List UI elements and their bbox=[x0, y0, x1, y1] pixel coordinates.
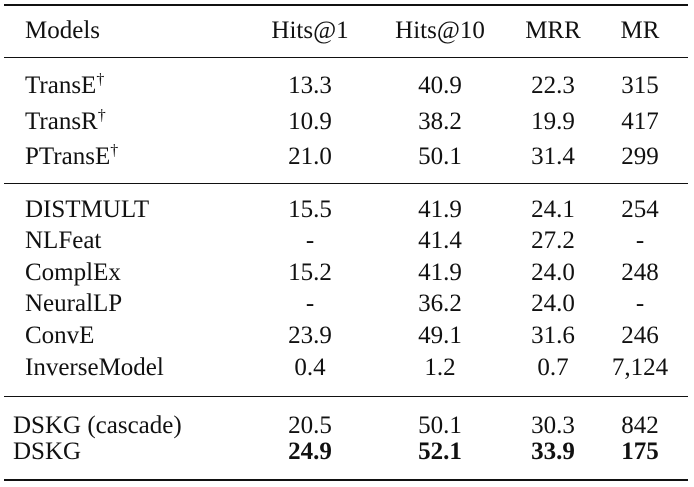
metric-cell: 38.2 bbox=[418, 108, 462, 135]
metric-cell: 13.3 bbox=[288, 72, 332, 99]
metric-cell: 246 bbox=[621, 322, 659, 349]
header-cell: MRR bbox=[525, 17, 581, 44]
metric-cell: - bbox=[635, 227, 645, 254]
table-rule bbox=[4, 57, 688, 58]
model-label: InverseModel bbox=[25, 354, 164, 381]
metric-cell: 175 bbox=[621, 438, 659, 465]
table-rule bbox=[4, 396, 688, 397]
model-name: ComplEx bbox=[25, 258, 121, 288]
metric-cell: 50.1 bbox=[418, 143, 462, 170]
model-note: † bbox=[96, 71, 105, 88]
metric-cell: - bbox=[305, 290, 315, 317]
metric-cell: 52.1 bbox=[418, 438, 462, 465]
metric-cell: 19.9 bbox=[531, 108, 575, 135]
metric-cell: 24.1 bbox=[531, 196, 575, 223]
metric-cell: 41.9 bbox=[418, 259, 462, 286]
metric-cell: 36.2 bbox=[418, 290, 462, 317]
model-name: NLFeat bbox=[25, 226, 101, 256]
metric-cell: 299 bbox=[621, 143, 659, 170]
metric-cell: 0.4 bbox=[294, 354, 326, 381]
metric-cell: 7,124 bbox=[611, 354, 669, 381]
metric-cell: 23.9 bbox=[288, 322, 332, 349]
metric-cell: 15.2 bbox=[288, 259, 332, 286]
metric-cell: 21.0 bbox=[288, 143, 332, 170]
metric-cell: 41.9 bbox=[418, 196, 462, 223]
model-name: TransR† bbox=[25, 107, 106, 137]
model-name: DISTMULT bbox=[25, 195, 149, 225]
metric-cell: 1.2 bbox=[424, 354, 456, 381]
metric-cell: 30.3 bbox=[531, 412, 575, 439]
model-name: DSKG bbox=[13, 437, 81, 467]
model-label: ConvE bbox=[25, 322, 95, 349]
table-rule bbox=[4, 4, 688, 6]
metric-cell: 20.5 bbox=[288, 412, 332, 439]
metric-cell: 24.0 bbox=[531, 290, 575, 317]
table-rule bbox=[4, 183, 688, 184]
metric-cell: 0.7 bbox=[537, 354, 569, 381]
model-label: ComplEx bbox=[25, 259, 121, 286]
metric-cell: 40.9 bbox=[418, 72, 462, 99]
header-cell: Hits@10 bbox=[395, 17, 485, 44]
metric-cell: 248 bbox=[621, 259, 659, 286]
header-cell: Models bbox=[25, 17, 100, 44]
metric-cell: - bbox=[305, 227, 315, 254]
model-label: NeuralLP bbox=[25, 290, 123, 317]
metric-cell: 49.1 bbox=[418, 322, 462, 349]
model-name: TransE† bbox=[25, 71, 104, 101]
model-label: DSKG (cascade) bbox=[13, 412, 182, 439]
model-label: NLFeat bbox=[25, 227, 102, 254]
metric-cell: 31.6 bbox=[531, 322, 575, 349]
model-label: DISTMULT bbox=[25, 196, 150, 223]
metric-cell: 417 bbox=[621, 108, 659, 135]
metric-cell: 15.5 bbox=[288, 196, 332, 223]
model-label: DSKG bbox=[13, 438, 82, 465]
model-name: InverseModel bbox=[25, 353, 164, 383]
metric-cell: 33.9 bbox=[531, 438, 575, 465]
model-name: PTransE† bbox=[25, 142, 118, 172]
model-note: † bbox=[97, 107, 106, 124]
model-label: TransR bbox=[25, 108, 98, 135]
model-name: NeuralLP bbox=[25, 289, 122, 319]
table-rule bbox=[4, 479, 688, 481]
model-name: DSKG (cascade) bbox=[13, 411, 182, 441]
header-cell: Hits@1 bbox=[271, 17, 349, 44]
metric-cell: 24.9 bbox=[288, 438, 332, 465]
model-name: ConvE bbox=[25, 321, 94, 351]
metric-cell: 315 bbox=[621, 72, 659, 99]
model-note: † bbox=[110, 142, 119, 159]
metric-cell: 10.9 bbox=[288, 108, 332, 135]
metric-cell: - bbox=[635, 290, 645, 317]
model-label: TransE bbox=[25, 72, 97, 99]
metric-cell: 41.4 bbox=[418, 227, 462, 254]
metric-cell: 22.3 bbox=[531, 72, 575, 99]
metric-cell: 254 bbox=[621, 196, 659, 223]
model-label: PTransE bbox=[25, 143, 111, 170]
metric-cell: 24.0 bbox=[531, 259, 575, 286]
metric-cell: 50.1 bbox=[418, 412, 462, 439]
metric-cell: 842 bbox=[621, 412, 659, 439]
header-cell: MR bbox=[620, 17, 660, 44]
metric-cell: 31.4 bbox=[531, 143, 575, 170]
metric-cell: 27.2 bbox=[531, 227, 575, 254]
